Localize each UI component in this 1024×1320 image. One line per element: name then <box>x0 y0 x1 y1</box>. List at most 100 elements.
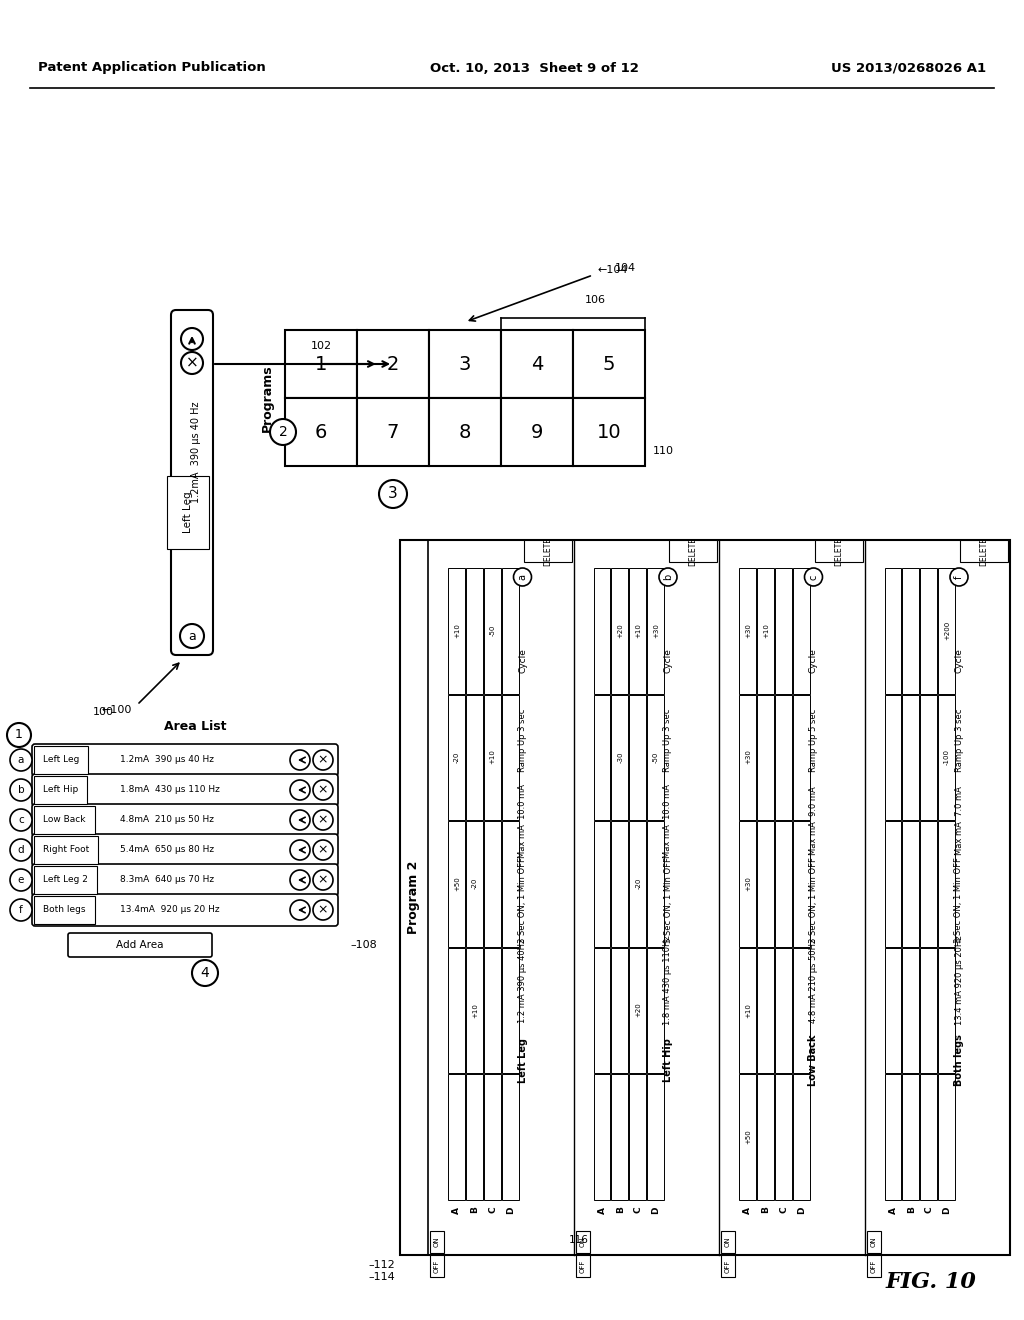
Text: US 2013/0268026 A1: US 2013/0268026 A1 <box>830 62 986 74</box>
Bar <box>793 1074 810 1200</box>
Circle shape <box>10 779 32 801</box>
Text: OFF: OFF <box>580 1259 586 1272</box>
Text: +30: +30 <box>744 750 751 764</box>
Text: 106: 106 <box>585 294 606 305</box>
Text: Oct. 10, 2013  Sheet 9 of 12: Oct. 10, 2013 Sheet 9 of 12 <box>430 62 639 74</box>
Bar <box>739 1074 756 1200</box>
Text: Area List: Area List <box>164 721 226 734</box>
Text: B: B <box>907 1206 915 1213</box>
Text: Left Hip: Left Hip <box>663 1039 673 1082</box>
Bar <box>594 568 610 693</box>
Bar <box>523 540 571 562</box>
Bar <box>902 568 920 693</box>
Text: 8: 8 <box>459 422 471 441</box>
Text: Both legs: Both legs <box>43 906 85 915</box>
Text: Low Back: Low Back <box>809 1035 818 1086</box>
Text: 7: 7 <box>387 422 399 441</box>
Text: A: A <box>889 1206 898 1213</box>
Bar <box>594 821 610 946</box>
Bar <box>630 1074 646 1200</box>
Text: Add Area: Add Area <box>117 940 164 950</box>
Bar <box>721 1255 735 1276</box>
Text: +50: +50 <box>744 1130 751 1144</box>
Bar <box>921 694 937 820</box>
Text: 10: 10 <box>597 422 622 441</box>
Text: Left Hip: Left Hip <box>43 785 78 795</box>
Bar <box>757 1074 774 1200</box>
Bar <box>449 948 465 1073</box>
Circle shape <box>805 568 822 586</box>
Bar <box>483 568 501 693</box>
Text: ON: ON <box>580 1237 586 1247</box>
Bar <box>483 821 501 946</box>
Circle shape <box>313 900 333 920</box>
Text: -50: -50 <box>489 624 496 636</box>
Text: ×: × <box>317 784 329 796</box>
Bar <box>430 1232 444 1253</box>
Circle shape <box>10 840 32 861</box>
Circle shape <box>10 899 32 921</box>
Bar <box>866 1255 881 1276</box>
FancyBboxPatch shape <box>32 834 338 866</box>
Bar <box>757 948 774 1073</box>
Bar <box>647 948 664 1073</box>
Bar <box>885 948 901 1073</box>
FancyBboxPatch shape <box>68 933 212 957</box>
Bar <box>449 1074 465 1200</box>
Text: Both legs: Both legs <box>954 1035 964 1086</box>
Bar <box>466 948 482 1073</box>
Text: Programs: Programs <box>260 364 273 432</box>
Text: Left Leg: Left Leg <box>43 755 80 764</box>
FancyBboxPatch shape <box>32 894 338 927</box>
Text: 3: 3 <box>459 355 471 374</box>
Bar <box>357 399 429 466</box>
Bar <box>647 568 664 693</box>
Text: 1.8mA  430 μs 110 Hz: 1.8mA 430 μs 110 Hz <box>120 785 220 795</box>
Text: –108: –108 <box>350 940 377 950</box>
Bar <box>449 694 465 820</box>
Bar <box>885 694 901 820</box>
Text: ×: × <box>317 813 329 826</box>
Text: Max mA  10.0 mA: Max mA 10.0 mA <box>664 784 673 858</box>
Text: Ramp Up 3 sec: Ramp Up 3 sec <box>664 709 673 772</box>
Text: 1.2 mA 390 μs 40Hz: 1.2 mA 390 μs 40Hz <box>518 939 527 1023</box>
Bar <box>793 568 810 693</box>
Circle shape <box>379 480 407 508</box>
Text: Cycle: Cycle <box>664 648 673 673</box>
Text: +50: +50 <box>454 876 460 891</box>
Text: –112: –112 <box>369 1261 395 1270</box>
Text: +30: +30 <box>744 876 751 891</box>
Bar <box>357 330 429 399</box>
Text: Left Leg 2: Left Leg 2 <box>43 875 88 884</box>
FancyBboxPatch shape <box>32 774 338 807</box>
Text: +10: +10 <box>472 1003 478 1018</box>
Text: 13.4mA  920 μs 20 Hz: 13.4mA 920 μs 20 Hz <box>120 906 219 915</box>
Text: 4.8mA  210 μs 50 Hz: 4.8mA 210 μs 50 Hz <box>120 816 214 825</box>
Text: Max mA  9.0 mA: Max mA 9.0 mA <box>809 787 818 855</box>
Bar <box>921 568 937 693</box>
Bar <box>739 568 756 693</box>
Bar <box>757 821 774 946</box>
Bar <box>775 821 792 946</box>
Text: +30: +30 <box>653 623 659 638</box>
Text: Program 2: Program 2 <box>408 861 421 935</box>
Text: Cycle: Cycle <box>954 648 964 673</box>
Text: 110: 110 <box>653 446 674 455</box>
Bar <box>938 821 955 946</box>
Bar <box>721 1232 735 1253</box>
Text: c: c <box>18 814 24 825</box>
Text: 102: 102 <box>310 341 332 351</box>
Text: 2: 2 <box>387 355 399 374</box>
Text: 1: 1 <box>314 355 328 374</box>
Text: c: c <box>809 574 818 579</box>
Text: FIG. 10: FIG. 10 <box>885 1271 976 1294</box>
Text: -100: -100 <box>944 748 950 764</box>
Circle shape <box>181 352 203 374</box>
Text: A: A <box>598 1206 607 1213</box>
Circle shape <box>313 840 333 861</box>
Text: -30: -30 <box>617 751 624 763</box>
Text: ON: ON <box>725 1237 731 1247</box>
Text: ×: × <box>185 355 199 371</box>
Bar <box>902 694 920 820</box>
Bar <box>814 540 862 562</box>
